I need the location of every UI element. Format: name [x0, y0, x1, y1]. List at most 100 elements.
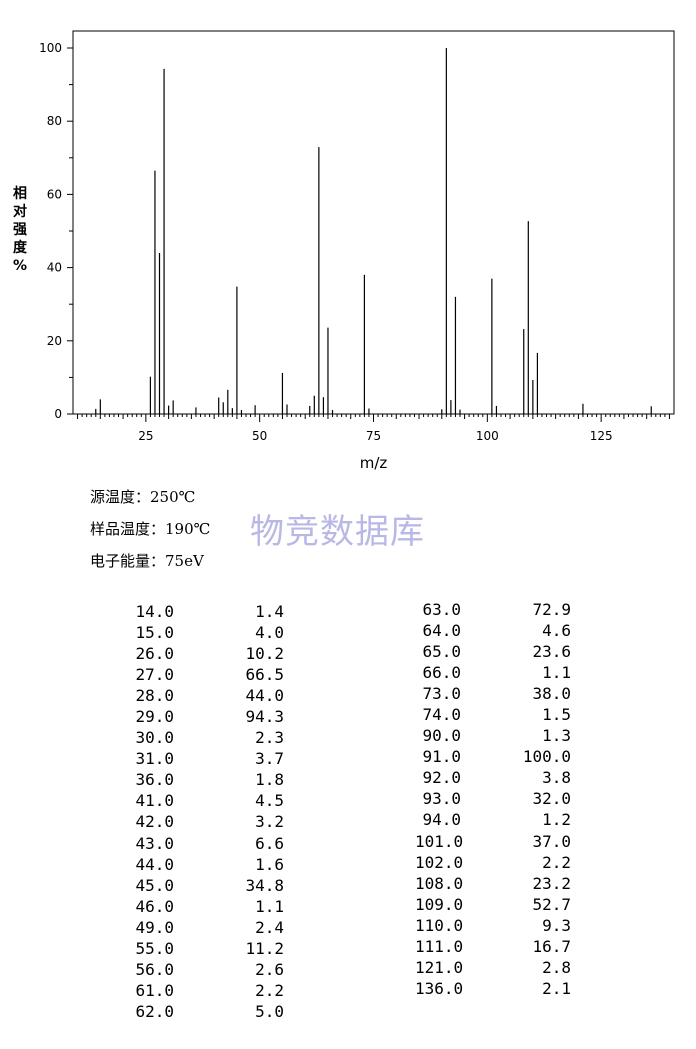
intensity-value: 2.2	[255, 980, 284, 1000]
intensity-value: 32.0	[532, 789, 571, 809]
table-row: 45.0 34.8	[128, 875, 284, 896]
table-row: 121.0 2.8	[415, 957, 571, 978]
intensity-value: 52.7	[532, 894, 571, 914]
table-row: 101.0 37.0	[415, 831, 571, 852]
mz-value: 62.0	[135, 1001, 174, 1021]
mz-value: 55.0	[135, 938, 174, 958]
table-row: 49.0 2.4	[128, 917, 284, 938]
y-axis-label: %	[13, 258, 27, 274]
table-row: 63.0 72.9	[415, 599, 571, 620]
intensity-value: 1.6	[255, 854, 284, 874]
mz-value: 73.0	[422, 684, 461, 704]
intensity-value: 1.4	[255, 602, 284, 621]
peak-table-right: 63.0 72.9 64.0 4.6 65.0 23.6 66.0 1.1 73.0 38.0 74…	[415, 599, 571, 999]
y-axis-label: 对	[13, 203, 27, 220]
intensity-value: 6.6	[255, 833, 284, 853]
intensity-value: 66.5	[245, 665, 284, 685]
mz-value: 15.0	[135, 623, 174, 643]
intensity-value: 1.3	[542, 726, 571, 746]
mz-value: 42.0	[135, 812, 174, 832]
mz-value: 28.0	[135, 686, 174, 706]
table-row: 91.0 100.0	[415, 746, 571, 767]
table-row: 136.0 2.1	[415, 978, 571, 999]
table-row: 31.0 3.7	[128, 748, 284, 769]
intensity-value: 23.2	[532, 873, 571, 893]
source-temperature: 源温度：250℃	[90, 488, 196, 506]
table-row: 15.0 4.0	[128, 622, 284, 643]
table-row: 74.0 1.5	[415, 704, 571, 725]
table-row: 109.0 52.7	[415, 894, 571, 915]
plot-frame	[72, 30, 675, 415]
mz-value: 109.0	[415, 894, 464, 914]
table-row: 64.0 4.6	[415, 620, 571, 641]
mz-value: 49.0	[135, 917, 174, 937]
table-row: 41.0 4.5	[128, 790, 284, 811]
table-row: 110.0 9.3	[415, 915, 571, 936]
table-row: 43.0 6.6	[128, 833, 284, 854]
mz-value: 27.0	[135, 665, 174, 685]
intensity-value: 3.2	[255, 812, 284, 832]
sample-temperature: 样品温度：190℃	[90, 520, 211, 538]
y-tick-label: 40	[47, 261, 62, 275]
y-axis-label: 相	[13, 185, 27, 202]
intensity-value: 23.6	[532, 642, 571, 662]
intensity-value: 44.0	[245, 686, 284, 706]
peak-table-left: 14.0 1.4 15.0 4.0 26.0 10.2 27.0 66.5 28.0 44.0 29…	[128, 601, 284, 1022]
mz-value: 46.0	[135, 896, 174, 916]
intensity-value: 4.6	[542, 621, 571, 641]
mz-value: 91.0	[422, 747, 461, 767]
y-tick-label: 60	[47, 187, 62, 201]
x-axis-label: m/z	[360, 454, 388, 472]
y-tick-label: 20	[47, 334, 62, 348]
intensity-value: 2.1	[542, 978, 571, 998]
mz-value: 94.0	[422, 810, 461, 830]
intensity-value: 3.8	[542, 768, 571, 788]
intensity-value: 2.8	[542, 957, 571, 977]
mz-value: 14.0	[135, 602, 174, 621]
table-row: 108.0 23.2	[415, 873, 571, 894]
mz-value: 61.0	[135, 980, 174, 1000]
mz-value: 108.0	[415, 873, 464, 893]
table-row: 73.0 38.0	[415, 683, 571, 704]
mz-value: 26.0	[135, 644, 174, 664]
y-tick-label: 100	[39, 41, 62, 55]
intensity-value: 2.2	[542, 852, 571, 872]
table-row: 46.0 1.1	[128, 896, 284, 917]
intensity-value: 1.1	[255, 896, 284, 916]
mz-value: 65.0	[422, 642, 461, 662]
mz-value: 29.0	[135, 707, 174, 727]
intensity-value: 37.0	[532, 831, 571, 851]
x-tick-label: 25	[138, 429, 153, 443]
mz-value: 31.0	[135, 749, 174, 769]
mz-value: 136.0	[415, 978, 464, 998]
intensity-value: 4.5	[255, 791, 284, 811]
table-row: 27.0 66.5	[128, 664, 284, 685]
intensity-value: 1.2	[542, 810, 571, 830]
intensity-value: 72.9	[532, 600, 571, 619]
mz-value: 41.0	[135, 791, 174, 811]
mz-value: 101.0	[415, 831, 464, 851]
table-row: 102.0 2.2	[415, 852, 571, 873]
mz-value: 90.0	[422, 726, 461, 746]
table-row: 93.0 32.0	[415, 788, 571, 809]
table-row: 29.0 94.3	[128, 706, 284, 727]
mz-value: 45.0	[135, 875, 174, 895]
mz-value: 64.0	[422, 621, 461, 641]
table-row: 28.0 44.0	[128, 685, 284, 706]
intensity-value: 3.7	[255, 749, 284, 769]
x-tick-label: 50	[252, 429, 267, 443]
x-tick-label: 75	[366, 429, 381, 443]
mz-value: 66.0	[422, 663, 461, 683]
table-row: 92.0 3.8	[415, 767, 571, 788]
mz-value: 92.0	[422, 768, 461, 788]
intensity-value: 2.4	[255, 917, 284, 937]
y-tick-label: 0	[54, 407, 62, 421]
x-tick-label: 100	[476, 429, 499, 443]
intensity-value: 1.1	[542, 663, 571, 683]
mz-value: 110.0	[415, 915, 464, 935]
intensity-value: 9.3	[542, 915, 571, 935]
table-row: 94.0 1.2	[415, 809, 571, 830]
intensity-value: 2.3	[255, 728, 284, 748]
mz-value: 121.0	[415, 957, 464, 977]
